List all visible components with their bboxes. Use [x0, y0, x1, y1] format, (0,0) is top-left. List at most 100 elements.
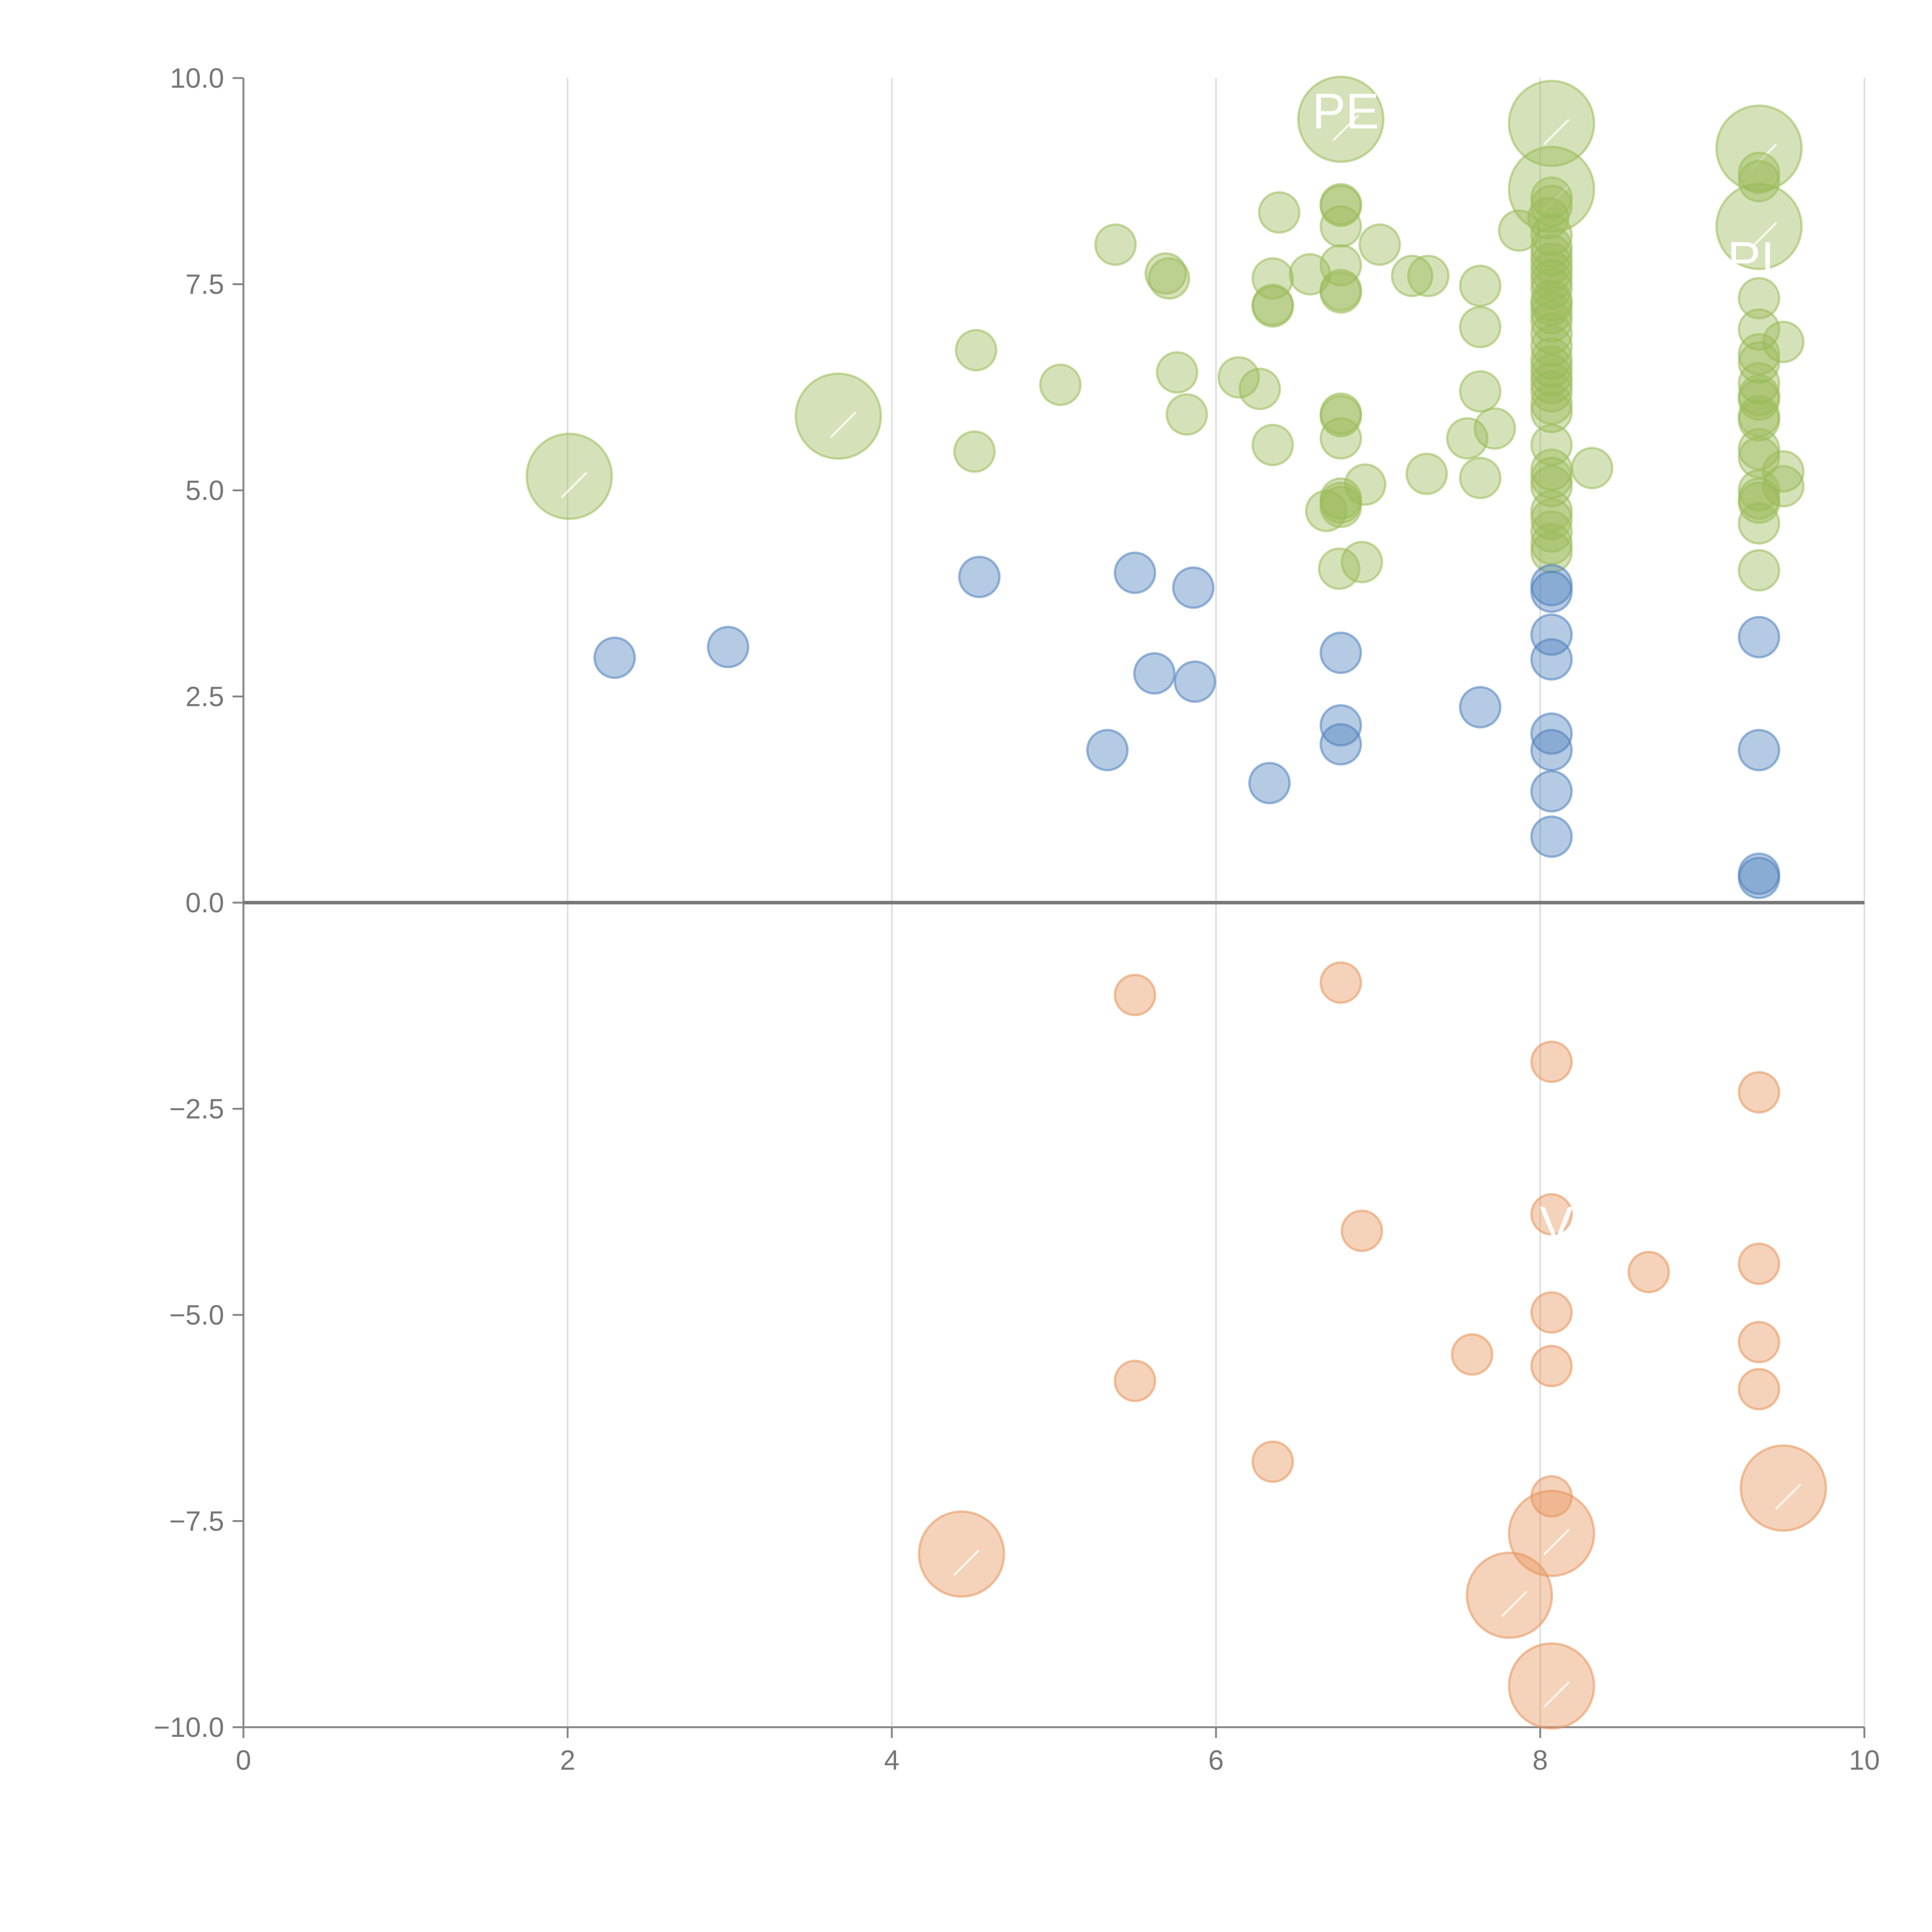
green-bubble [1340, 541, 1383, 583]
data-points [526, 75, 1827, 1730]
green-bubble [1738, 308, 1781, 351]
green-bubble [1459, 370, 1502, 413]
blue-bubble [1248, 762, 1291, 804]
x-tick-label: 8 [1532, 1745, 1548, 1776]
green-bubble [1217, 356, 1260, 399]
green-bubble [1530, 465, 1573, 508]
orange-bubble [918, 1510, 1005, 1598]
blue-bubble [1738, 729, 1781, 772]
blue-bubble [1738, 616, 1781, 658]
green-bubble [1320, 417, 1362, 460]
green-bubble [1762, 450, 1805, 493]
blue-bubble [1133, 652, 1176, 695]
orange-bubble [1530, 1040, 1573, 1083]
blue-bubble [707, 626, 750, 668]
orange-bubble [1508, 1490, 1595, 1577]
green-bubble [1530, 300, 1573, 343]
blue-bubble [1530, 570, 1573, 613]
blue-bubble [593, 636, 636, 679]
blue-bubble [1172, 566, 1215, 609]
green-bubble [1391, 255, 1434, 298]
annotation-label: PE [1312, 83, 1379, 139]
green-bubble [1738, 277, 1781, 320]
orange-bubble [1740, 1444, 1827, 1532]
y-tick-label: 7.5 [185, 269, 224, 300]
orange-bubble [1340, 1209, 1383, 1252]
green-bubble [1405, 452, 1448, 495]
axis-ticks: 0 2 4 6 8 10 10.0 7.5 5.0 2.5 0.0 −2.5 −5.0 −7.5 −10.0 [154, 63, 1880, 1776]
green-bubble [1407, 255, 1450, 298]
blue-bubble [958, 556, 1001, 599]
blue-bubble [1086, 729, 1129, 772]
y-tick-label: 5.0 [185, 475, 224, 506]
green-bubble [1530, 391, 1573, 434]
green-bubble [1446, 417, 1489, 460]
orange-bubble [1530, 1291, 1573, 1334]
green-bubble [1297, 75, 1385, 163]
blue-bubble [1320, 723, 1362, 766]
y-tick-label: −2.5 [169, 1094, 224, 1125]
green-bubble [1571, 447, 1614, 490]
green-bubble [1459, 456, 1502, 499]
orange-bubble [1628, 1251, 1670, 1294]
y-tick-label: 0.0 [185, 888, 224, 918]
blue-bubble [1530, 815, 1573, 858]
green-bubble [1251, 285, 1294, 328]
green-bubble [1459, 306, 1502, 349]
green-bubble-leader [1332, 114, 1359, 141]
orange-bubble-leader [1501, 1590, 1528, 1617]
orange-bubble [1738, 1368, 1781, 1411]
orange-bubble-leader [1543, 1529, 1570, 1556]
blue-bubble [1320, 631, 1362, 674]
green-bubble [1039, 363, 1082, 406]
orange-bubble-leader [1775, 1483, 1802, 1510]
green-bubble [1238, 367, 1281, 410]
x-tick-label: 6 [1208, 1745, 1224, 1776]
green-bubble [953, 430, 996, 473]
orange-bubble [1530, 1475, 1573, 1518]
green-bubble [1320, 271, 1362, 314]
orange-bubble [1320, 961, 1362, 1004]
annotations: PE PІ V [1312, 83, 1775, 1252]
green-bubble [1320, 395, 1362, 437]
green-bubble [1358, 223, 1401, 266]
green-bubble [1148, 257, 1190, 300]
green-bubble-leader [830, 412, 857, 438]
green-bubble [526, 432, 613, 520]
blue-bubble [1173, 660, 1216, 703]
blue-bubble [1530, 729, 1573, 772]
blue-bubble [1459, 686, 1502, 729]
y-tick-label: −5.0 [169, 1300, 224, 1331]
orange-bubble [1738, 1071, 1781, 1114]
green-bubble [1738, 549, 1781, 592]
orange-bubble [1738, 1321, 1781, 1364]
blue-bubble [1114, 551, 1156, 594]
green-bubble [1165, 393, 1208, 436]
green-bubble [1715, 104, 1803, 192]
blue-bubble [1530, 712, 1573, 755]
green-bubble [1530, 498, 1573, 541]
green-bubble-leader [1543, 119, 1570, 146]
annotation-label: PІ [1727, 231, 1775, 287]
orange-bubble [1530, 1193, 1573, 1236]
green-bubble [1094, 223, 1137, 266]
green-bubble [1530, 267, 1573, 310]
green-bubble [1508, 80, 1595, 167]
green-bubble [1320, 485, 1362, 528]
blue-bubble [1738, 856, 1781, 899]
blue-bubble [1530, 770, 1573, 813]
y-tick-label: 2.5 [185, 682, 224, 713]
orange-bubble [1738, 1242, 1781, 1285]
green-bubble [1156, 351, 1199, 394]
green-bubble [1473, 407, 1516, 450]
orange-bubble [1530, 1345, 1573, 1388]
blue-bubble [1530, 613, 1573, 656]
green-bubble [955, 329, 998, 372]
green-bubble [1738, 502, 1781, 545]
orange-bubble [1251, 1440, 1294, 1483]
x-tick-label: 4 [884, 1745, 900, 1776]
y-tick-label: −7.5 [169, 1506, 224, 1537]
green-bubble [1251, 423, 1294, 466]
green-bubble [1762, 320, 1805, 363]
